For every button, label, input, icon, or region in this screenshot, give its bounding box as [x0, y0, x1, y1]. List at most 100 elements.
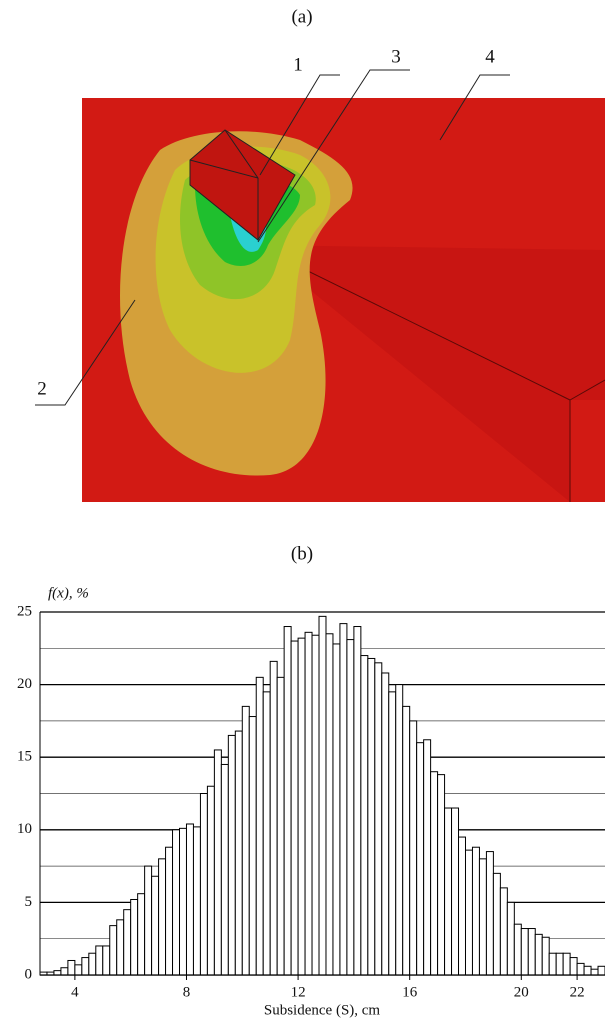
- bar: [248, 716, 257, 976]
- bar: [137, 893, 146, 976]
- bar: [485, 851, 494, 976]
- callout: 1: [293, 54, 303, 75]
- bar: [102, 945, 111, 976]
- bar: [464, 849, 473, 976]
- y-tick-label: 5: [25, 894, 33, 910]
- callout: 4: [485, 46, 495, 67]
- x-tick-label: 22: [570, 984, 585, 1000]
- bar: [430, 771, 439, 976]
- bar: [576, 962, 585, 976]
- bar: [60, 967, 69, 976]
- y-tick-label: 10: [17, 821, 32, 837]
- bar: [374, 662, 383, 976]
- bar: [116, 919, 125, 976]
- bar: [325, 633, 334, 976]
- bar: [548, 952, 557, 976]
- bar: [353, 626, 362, 976]
- plane: [255, 245, 605, 502]
- bar: [262, 691, 271, 976]
- callout: 3: [391, 46, 401, 67]
- edge: [569, 379, 605, 401]
- x-tick-label: 4: [71, 984, 79, 1000]
- bar: [381, 672, 390, 976]
- bar: [165, 846, 174, 976]
- panel-label: (b): [291, 543, 313, 564]
- bar: [144, 865, 153, 976]
- leader: [439, 74, 510, 141]
- bar: [234, 730, 243, 976]
- bar: [458, 836, 466, 976]
- bar: [185, 823, 194, 976]
- block: [189, 129, 296, 241]
- bar: [513, 923, 522, 976]
- bar: [395, 684, 404, 976]
- bar: [590, 968, 599, 976]
- y-axis-label: f(x), %: [48, 585, 89, 601]
- bar: [151, 875, 160, 976]
- bar: [409, 720, 418, 976]
- bar: [527, 928, 536, 976]
- bar: [492, 872, 501, 976]
- x-tick-label: 8: [183, 984, 191, 1000]
- bar: [569, 957, 578, 976]
- y-tick-label: 20: [17, 676, 32, 692]
- bar: [423, 739, 432, 976]
- bar: [402, 705, 411, 976]
- bar: [506, 901, 515, 976]
- bar: [241, 705, 250, 976]
- leader: [257, 69, 410, 243]
- bar: [213, 749, 222, 976]
- bar: [74, 964, 83, 976]
- bar: [478, 858, 487, 976]
- bar: [304, 631, 313, 976]
- callout: 2: [37, 378, 47, 399]
- bar: [332, 643, 341, 976]
- bar: [416, 742, 425, 976]
- bar: [499, 887, 508, 976]
- bar: [130, 898, 139, 976]
- bar: [276, 676, 285, 976]
- bar: [206, 785, 215, 976]
- bar: [199, 793, 208, 976]
- panel-label: (a): [291, 6, 312, 27]
- bar: [158, 858, 167, 976]
- y-tick-label: 15: [17, 749, 32, 765]
- bar: [81, 957, 90, 976]
- bar: [220, 763, 229, 976]
- leader: [35, 299, 136, 406]
- bar: [451, 807, 460, 976]
- bar: [67, 959, 76, 976]
- bar: [388, 691, 397, 976]
- bar: [597, 965, 605, 976]
- bar: [534, 933, 543, 976]
- y-tick-label: 25: [17, 603, 32, 619]
- bar: [346, 639, 355, 976]
- bar: [311, 634, 320, 976]
- leader: [259, 74, 340, 176]
- bar: [95, 945, 104, 976]
- bar: [555, 952, 564, 976]
- x-axis-label: Subsidence (S), cm: [264, 1002, 381, 1018]
- y-tick-label: 0: [25, 966, 33, 982]
- bar: [123, 909, 132, 976]
- x-tick-label: 16: [402, 984, 418, 1000]
- bar: [283, 626, 292, 976]
- bar: [318, 615, 327, 976]
- bar: [192, 826, 201, 976]
- bar: [444, 807, 453, 976]
- x-tick-label: 12: [291, 984, 306, 1000]
- bar: [541, 936, 550, 976]
- bar: [297, 637, 306, 976]
- fem-image: [35, 69, 605, 502]
- bar: [471, 846, 480, 976]
- bar: [437, 774, 446, 976]
- bar: [109, 925, 118, 976]
- edge: [189, 159, 259, 179]
- bar: [179, 827, 187, 976]
- bar: [269, 660, 278, 976]
- bar: [339, 623, 348, 976]
- bar: [583, 965, 592, 976]
- bar: [360, 655, 369, 976]
- bar: [172, 829, 181, 976]
